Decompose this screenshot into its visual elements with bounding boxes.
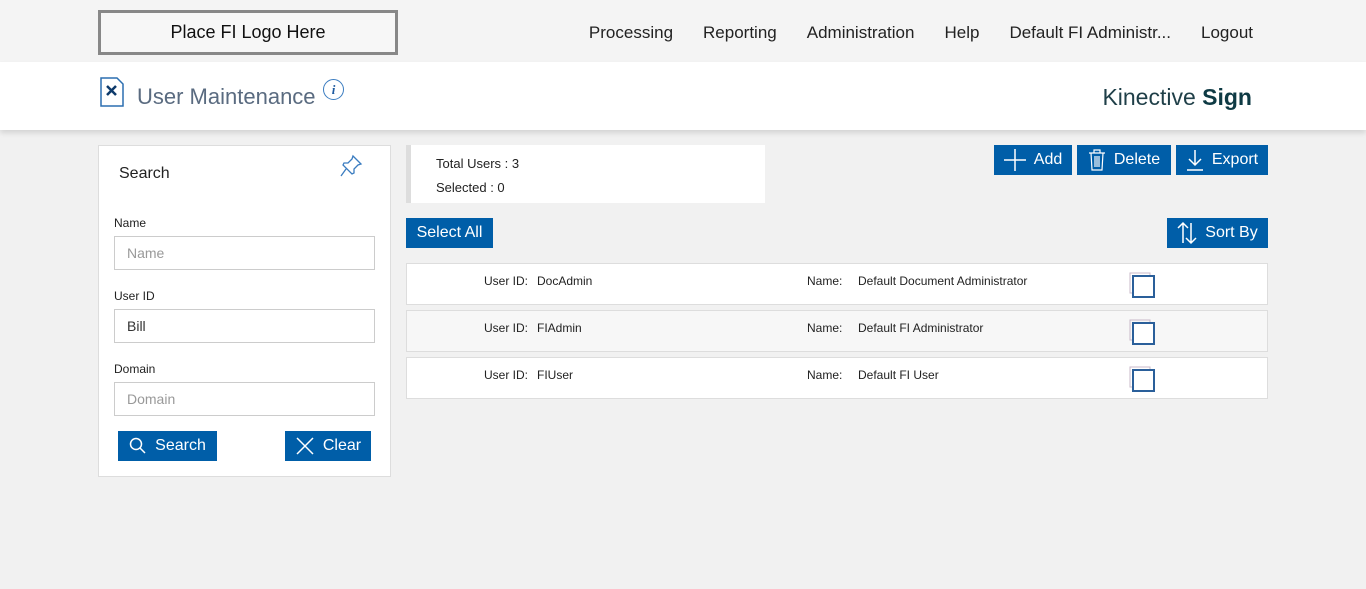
name-label: Name: xyxy=(807,274,843,288)
name-value: Default FI User xyxy=(858,368,939,382)
download-icon xyxy=(1186,150,1203,171)
userid-value: FIAdmin xyxy=(537,321,582,335)
user-summary: Total Users : 3 Selected : 0 xyxy=(406,145,765,203)
userid-label: User ID: xyxy=(484,274,529,288)
search-panel: Search Name User ID Domain Search Clear xyxy=(98,145,391,477)
nav-logout[interactable]: Logout xyxy=(1201,23,1253,42)
user-row[interactable]: User ID: FIUser Name: Default FI User xyxy=(406,357,1268,399)
user-maintenance-icon xyxy=(100,77,124,107)
fi-logo-placeholder: Place FI Logo Here xyxy=(98,10,398,55)
domain-input[interactable] xyxy=(114,382,375,416)
user-row[interactable]: User ID: DocAdmin Name: Default Document… xyxy=(406,263,1268,305)
plus-icon xyxy=(1003,149,1026,171)
search-icon xyxy=(129,437,146,454)
nav-help[interactable]: Help xyxy=(944,23,980,42)
top-bar: Place FI Logo Here Processing Reporting … xyxy=(0,0,1366,62)
info-icon[interactable]: i xyxy=(323,79,344,100)
close-icon xyxy=(296,437,314,455)
trash-icon xyxy=(1088,149,1105,171)
select-checkbox[interactable] xyxy=(1129,272,1155,298)
nav-processing[interactable]: Processing xyxy=(588,23,674,42)
name-value: Default FI Administrator xyxy=(858,321,984,335)
userid-value: FIUser xyxy=(537,368,573,382)
selected-count: Selected : 0 xyxy=(436,180,505,195)
select-checkbox[interactable] xyxy=(1129,319,1155,345)
clear-button[interactable]: Clear xyxy=(285,431,371,461)
name-label: Name: xyxy=(807,321,843,335)
userid-label: User ID: xyxy=(484,368,529,382)
brand-logo: Kinective Sign xyxy=(1102,84,1252,110)
name-label: Name xyxy=(114,216,147,230)
delete-button[interactable]: Delete xyxy=(1077,145,1171,175)
userid-input[interactable] xyxy=(114,309,375,343)
main-nav: Processing Reporting Administration Help… xyxy=(589,23,1253,43)
nav-administration[interactable]: Administration xyxy=(806,23,915,42)
search-panel-title: Search xyxy=(119,165,170,182)
nav-reporting[interactable]: Reporting xyxy=(703,23,777,42)
page-title: User Maintenance xyxy=(137,84,316,109)
pin-icon[interactable] xyxy=(339,154,363,178)
userid-value: DocAdmin xyxy=(537,274,593,288)
user-row[interactable]: User ID: FIAdmin Name: Default FI Admini… xyxy=(406,310,1268,352)
select-all-button[interactable]: Select All xyxy=(406,218,493,248)
total-users: Total Users : 3 xyxy=(436,156,520,171)
sort-icon xyxy=(1177,221,1197,245)
name-value: Default Document Administrator xyxy=(858,274,1028,288)
nav-user-menu[interactable]: Default FI Administr... xyxy=(1009,23,1171,42)
add-button[interactable]: Add xyxy=(994,145,1072,175)
name-input[interactable] xyxy=(114,236,375,270)
export-button[interactable]: Export xyxy=(1176,145,1268,175)
sort-by-button[interactable]: Sort By xyxy=(1167,218,1268,248)
domain-label: Domain xyxy=(114,362,156,376)
search-button[interactable]: Search xyxy=(118,431,217,461)
userid-label: User ID xyxy=(114,289,155,303)
select-checkbox[interactable] xyxy=(1129,366,1155,392)
name-label: Name: xyxy=(807,368,843,382)
userid-label: User ID: xyxy=(484,321,529,335)
page-header: User Maintenance i Kinective Sign xyxy=(0,62,1366,130)
